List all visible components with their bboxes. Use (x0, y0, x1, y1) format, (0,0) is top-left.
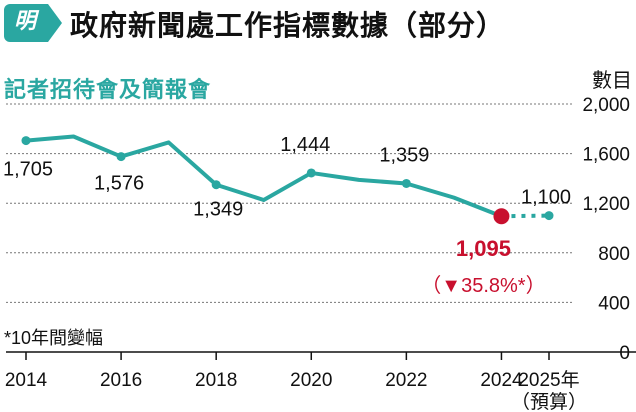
data-label: 1,359 (379, 144, 429, 166)
x-tick-label: 2020 (290, 370, 332, 391)
data-label: 1,576 (94, 173, 144, 195)
y-axis-label: 數目 (592, 70, 632, 92)
y-tick-label: 1,200 (582, 194, 630, 215)
data-label: 1,705 (3, 159, 53, 181)
x-tick-label: 2018 (195, 370, 237, 391)
data-point (544, 211, 554, 221)
brand-logo-text: 明 (13, 8, 36, 33)
change-annotation: （▼35.8%*） (421, 274, 545, 297)
y-tick-label: 2,000 (582, 95, 630, 116)
footnote: *10年間變幅 (4, 328, 104, 348)
highlight-value-label: 1,095 (456, 236, 511, 261)
y-tick-label: 0 (619, 343, 630, 364)
x-tick-label: 2025年 (518, 369, 579, 391)
series-line-1 (501, 213, 550, 219)
data-point (211, 180, 221, 190)
data-label: 1,349 (193, 199, 243, 221)
x-tick-label: 2016 (100, 370, 142, 391)
page-title: 政府新聞處工作指標數據（部分） (70, 10, 506, 41)
chart-title: 記者招待會及簡報會 (4, 77, 212, 102)
x-tick-sublabel: （預算） (511, 391, 587, 412)
y-tick-label: 400 (598, 293, 630, 314)
highlight-point (493, 208, 510, 225)
series-line-0 (24, 134, 504, 219)
x-tick-label: 2024 (480, 370, 523, 391)
data-point (116, 152, 126, 162)
data-label: 1,444 (280, 134, 330, 156)
y-tick-label: 800 (598, 244, 630, 265)
x-tick-label: 2022 (385, 370, 427, 391)
data-label: 1,100 (521, 187, 571, 209)
brand-logo (4, 4, 62, 42)
data-point (21, 136, 31, 146)
x-tick-label: 2014 (5, 370, 48, 391)
data-point (306, 168, 316, 178)
y-tick-label: 1,600 (582, 145, 630, 166)
data-point (401, 178, 411, 188)
